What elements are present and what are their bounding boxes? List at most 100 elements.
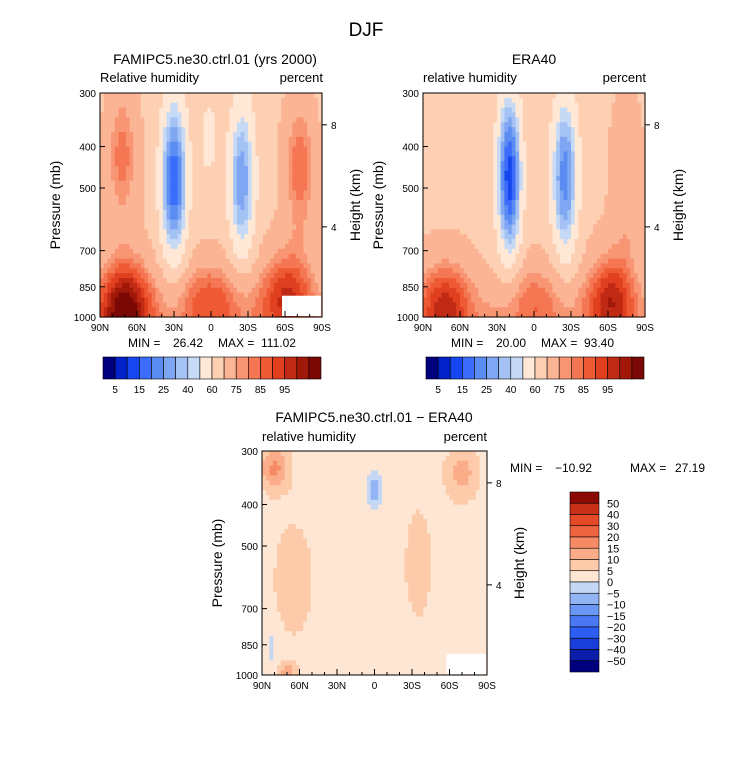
contour-cell <box>233 146 238 153</box>
contour-cell <box>578 307 583 313</box>
contour-cell <box>151 195 157 201</box>
contour-cell <box>582 151 587 157</box>
contour-cell <box>582 263 587 269</box>
contour-cell <box>140 282 145 289</box>
contour-cell <box>285 97 290 104</box>
contour-cell <box>534 185 539 191</box>
contour-cell <box>188 209 194 216</box>
contour-cell <box>218 190 223 196</box>
contour-cell <box>485 205 491 211</box>
contour-cell <box>259 268 264 274</box>
contour-cell <box>277 258 282 265</box>
contour-cell <box>471 180 476 187</box>
variable-label: Relative humidity <box>100 70 199 85</box>
contour-cell <box>511 97 517 104</box>
contour-cell <box>107 141 112 148</box>
contour-cell <box>318 268 323 274</box>
contour-cell <box>218 127 223 133</box>
contour-cell <box>140 166 145 172</box>
contour-cell <box>181 146 186 153</box>
contour-cell <box>541 166 546 172</box>
contour-cell <box>273 243 279 250</box>
contour-cell <box>273 282 279 289</box>
contour-cell <box>185 161 190 167</box>
contour-cell <box>519 195 524 201</box>
contour-cell <box>511 239 517 245</box>
contour-cell <box>530 112 535 118</box>
contour-cell <box>437 107 443 114</box>
contour-cell <box>423 287 428 294</box>
contour-cell <box>203 292 208 299</box>
contour-cell <box>511 302 517 308</box>
contour-cell <box>526 112 531 118</box>
contour-cell <box>162 224 168 230</box>
contour-cell <box>285 170 290 177</box>
contour-cell <box>177 312 182 318</box>
contour-cell <box>434 107 439 114</box>
contour-cell <box>318 107 323 114</box>
contour-cell <box>541 180 546 187</box>
contour-cell <box>426 97 431 104</box>
contour-cell <box>559 122 565 128</box>
contour-cell <box>556 122 561 128</box>
contour-cell <box>445 307 450 313</box>
contour-cell <box>574 302 579 308</box>
contour-cell <box>426 268 431 274</box>
contour-cell <box>137 180 142 187</box>
contour-cell <box>522 161 528 167</box>
contour-cell <box>585 200 591 206</box>
contour-cell <box>211 200 216 206</box>
contour-cell <box>437 136 443 143</box>
contour-cell <box>181 219 186 226</box>
contour-cell <box>426 102 431 109</box>
contour-cell <box>318 185 323 191</box>
contour-cell <box>563 166 568 172</box>
contour-cell <box>585 170 591 177</box>
contour-cell <box>137 229 142 235</box>
contour-cell <box>177 258 182 265</box>
contour-cell <box>296 195 301 201</box>
contour-cell <box>452 195 457 201</box>
contour-cell <box>299 253 305 260</box>
contour-cell <box>262 93 268 99</box>
contour-cell <box>448 166 454 172</box>
contour-cell <box>589 136 594 143</box>
contour-cell <box>445 239 450 245</box>
contour-cell <box>222 122 227 128</box>
contour-cell <box>262 170 268 177</box>
contour-cell <box>151 151 157 157</box>
contour-cell <box>285 243 290 250</box>
contour-cell <box>578 302 583 308</box>
contour-cell <box>522 93 528 99</box>
contour-cell <box>456 151 461 157</box>
contour-cell <box>445 170 450 177</box>
contour-cell <box>262 243 268 250</box>
contour-cell <box>478 209 483 216</box>
contour-cell <box>137 175 142 182</box>
contour-cell <box>122 214 127 221</box>
contour-cell <box>159 141 164 148</box>
contour-cell <box>474 146 480 153</box>
contour-cell <box>441 282 446 289</box>
contour-cell <box>303 287 308 294</box>
contour-cell <box>526 243 531 250</box>
contour-cell <box>567 175 572 182</box>
contour-cell <box>299 107 305 114</box>
contour-cell <box>441 292 446 299</box>
contour-cell <box>111 205 116 211</box>
contour-cell <box>107 127 112 133</box>
contour-cell <box>519 156 524 162</box>
contour-cell <box>133 307 138 313</box>
contour-cell <box>460 117 465 123</box>
contour-cell <box>426 214 431 221</box>
contour-cell <box>259 180 264 187</box>
contour-cell <box>563 161 568 167</box>
contour-cell <box>537 185 542 191</box>
contour-cell <box>452 122 457 128</box>
contour-cell <box>467 297 472 303</box>
contour-cell <box>270 146 275 153</box>
contour-cell <box>285 180 290 187</box>
contour-cell <box>530 205 535 211</box>
contour-cell <box>233 161 238 167</box>
contour-cell <box>307 170 312 177</box>
